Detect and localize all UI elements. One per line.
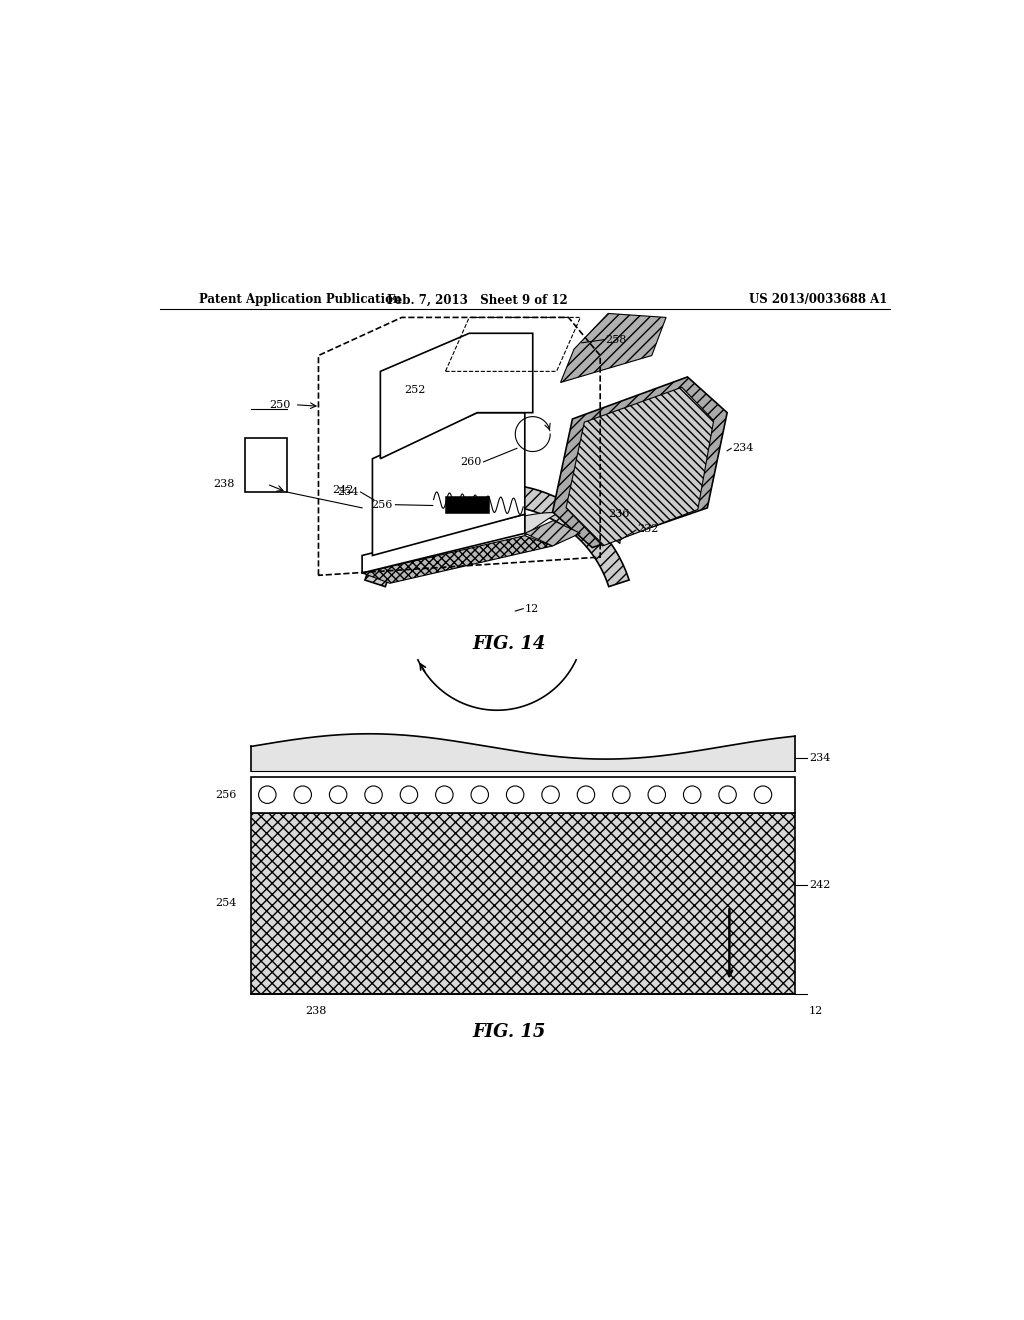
Text: FIG. 14: FIG. 14 [472, 635, 546, 653]
Text: Feb. 7, 2013   Sheet 9 of 12: Feb. 7, 2013 Sheet 9 of 12 [387, 293, 567, 306]
Polygon shape [560, 313, 666, 383]
Text: 238: 238 [305, 1006, 327, 1016]
Circle shape [259, 785, 276, 804]
Bar [246, 438, 287, 492]
Polygon shape [524, 504, 620, 544]
Text: 12: 12 [524, 603, 539, 614]
Text: 256: 256 [215, 789, 237, 800]
Circle shape [612, 785, 630, 804]
Text: 254: 254 [337, 487, 358, 498]
Text: 12: 12 [809, 1006, 823, 1016]
Text: 260: 260 [460, 457, 481, 467]
Text: 254: 254 [215, 898, 237, 908]
Polygon shape [566, 387, 714, 546]
Circle shape [365, 785, 382, 804]
Text: US 2013/0033688 A1: US 2013/0033688 A1 [750, 293, 888, 306]
Circle shape [294, 785, 311, 804]
Text: 242: 242 [809, 880, 830, 890]
Bar [251, 776, 795, 813]
Polygon shape [365, 484, 629, 586]
Text: 232: 232 [638, 524, 658, 533]
Circle shape [648, 785, 666, 804]
Text: 252: 252 [404, 385, 426, 396]
Polygon shape [380, 333, 532, 458]
Polygon shape [362, 536, 553, 583]
Circle shape [578, 785, 595, 804]
Circle shape [435, 785, 453, 804]
Text: 250: 250 [269, 400, 291, 409]
Text: 234: 234 [733, 444, 754, 453]
Polygon shape [553, 378, 727, 548]
Circle shape [755, 785, 772, 804]
Text: 238: 238 [213, 479, 234, 490]
Polygon shape [362, 515, 524, 573]
Polygon shape [524, 520, 581, 546]
Circle shape [683, 785, 700, 804]
Text: 256: 256 [372, 500, 393, 510]
Polygon shape [373, 413, 524, 556]
Text: 234: 234 [809, 754, 830, 763]
Text: 258: 258 [606, 335, 627, 345]
Circle shape [330, 785, 347, 804]
Circle shape [542, 785, 559, 804]
Circle shape [719, 785, 736, 804]
Text: Patent Application Publication: Patent Application Publication [200, 293, 402, 306]
Text: 236: 236 [608, 510, 630, 519]
Circle shape [400, 785, 418, 804]
Circle shape [507, 785, 524, 804]
Text: 242: 242 [333, 486, 354, 495]
Circle shape [471, 785, 488, 804]
Bar [445, 496, 489, 513]
Text: FIG. 15: FIG. 15 [472, 1023, 546, 1040]
Bar [251, 813, 795, 994]
